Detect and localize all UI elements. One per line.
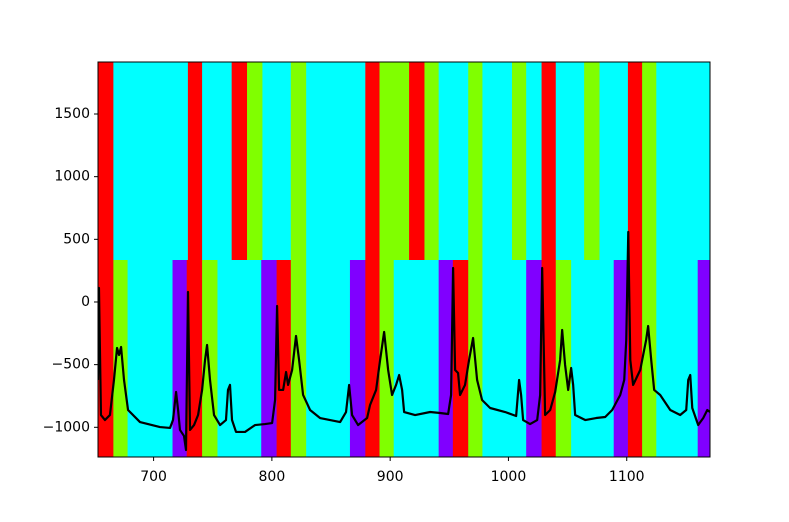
x-tick-label: 700 [140, 469, 167, 485]
band-segment [656, 62, 710, 261]
band-segment [656, 260, 699, 457]
band-segment [438, 62, 469, 261]
band-segment [349, 260, 366, 457]
band-segment [365, 260, 380, 457]
band-segment [276, 260, 292, 457]
band-segment [261, 260, 278, 457]
band-segment [482, 62, 513, 261]
band-segment [409, 62, 425, 261]
band-segment [468, 62, 483, 261]
axes: 700 800 900 1000 1100 −1000 −500 0 500 1000 1500 [43, 61, 711, 485]
band-segment [306, 260, 351, 457]
band-segment [113, 62, 189, 261]
y-tick-label: −500 [52, 357, 90, 373]
band-segment [541, 62, 557, 261]
band-segment [217, 260, 262, 457]
band-segment [393, 260, 440, 457]
band-segment [526, 62, 542, 261]
band-segment [379, 62, 410, 261]
axes-frame [97, 61, 711, 458]
band-segment [697, 260, 710, 457]
band-segment [424, 62, 440, 261]
band-segment [555, 62, 585, 261]
band-segment [290, 62, 307, 261]
band-segment [627, 62, 643, 261]
x-tick-label: 1000 [491, 469, 527, 485]
band-segment [511, 62, 527, 261]
line-layer [98, 230, 710, 452]
band-segment [642, 62, 657, 261]
band-segment [98, 62, 114, 261]
band-segment [584, 62, 600, 261]
band-segment [627, 260, 643, 457]
band-segment [599, 62, 629, 261]
x-tick-label: 1100 [609, 469, 645, 485]
y-tick-label: 0 [81, 294, 90, 310]
band-segment [247, 62, 263, 261]
band-segment [571, 260, 615, 457]
x-tick-label: 800 [259, 469, 286, 485]
band-segment [231, 62, 248, 261]
y-tick-label: 500 [63, 231, 90, 247]
band-segment [262, 62, 292, 261]
band-segment [187, 62, 203, 261]
signal-line [98, 230, 710, 452]
band-segment [172, 260, 188, 457]
band-segment [526, 260, 542, 457]
band-segment [202, 62, 233, 261]
y-tick-label: −1000 [43, 419, 90, 435]
x-tick-label: 900 [377, 469, 404, 485]
band-segment [482, 260, 527, 457]
y-tick-label: 1500 [54, 106, 90, 122]
band-segment [452, 260, 469, 457]
band-segment [113, 260, 128, 457]
band-segment [306, 62, 366, 261]
y-tick-label: 1000 [54, 169, 90, 185]
band-segment [613, 260, 629, 457]
band-segment [642, 260, 657, 457]
band-segment [365, 62, 380, 261]
